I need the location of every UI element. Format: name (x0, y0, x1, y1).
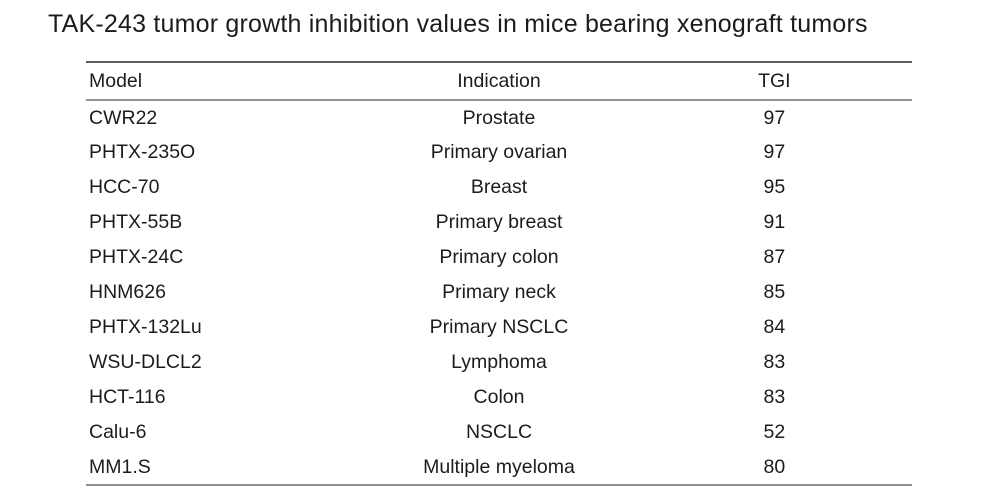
cell-tgi: 97 (763, 141, 786, 163)
cell-tgi: 97 (763, 106, 786, 129)
cell-indication: Primary breast (435, 211, 563, 233)
cell-model: PHTX-235O (89, 141, 196, 163)
cell-indication: Multiple myeloma (423, 455, 575, 478)
table-header: Model Indication TGI (86, 62, 912, 101)
cell-indication: Primary ovarian (430, 141, 568, 163)
column-header-tgi: TGI (636, 62, 912, 101)
column-header-model: Model (86, 62, 362, 101)
cell-tgi: 83 (763, 386, 786, 408)
cell-tgi: 80 (763, 455, 786, 478)
column-header-indication: Indication (361, 62, 637, 101)
table-row: WSU-DLCL2 Lymphoma 83 (86, 345, 912, 380)
cell-model: HCC-70 (89, 176, 160, 198)
cell-model: PHTX-55B (89, 211, 183, 233)
cell-tgi: 87 (763, 246, 786, 268)
cell-model: Calu-6 (89, 421, 147, 443)
table-row: MM1.S Multiple myeloma 80 (86, 450, 912, 485)
cell-tgi: 83 (763, 351, 786, 373)
cell-indication: NSCLC (465, 421, 533, 443)
table-row: HCC-70 Breast 95 (86, 170, 912, 205)
cell-tgi: 95 (763, 176, 786, 198)
cell-tgi: 52 (763, 421, 786, 443)
cell-tgi: 84 (763, 316, 786, 338)
cell-indication: Primary NSCLC (429, 316, 569, 338)
table-body: CWR22 Prostate 97 PHTX-235O Primary ovar… (86, 100, 912, 485)
cell-model: PHTX-132Lu (89, 316, 202, 338)
table-row: PHTX-24C Primary colon 87 (86, 240, 912, 275)
table-row: Calu-6 NSCLC 52 (86, 415, 912, 450)
cell-indication: Prostate (462, 106, 536, 129)
cell-tgi: 91 (763, 211, 786, 233)
cell-model: HNM626 (89, 281, 166, 303)
table-row: CWR22 Prostate 97 (86, 100, 912, 135)
cell-tgi: 85 (763, 281, 786, 303)
table-row: PHTX-235O Primary ovarian 97 (86, 135, 912, 170)
cell-model: PHTX-24C (89, 246, 184, 268)
table-row: PHTX-55B Primary breast 91 (86, 205, 912, 240)
cell-indication: Primary colon (439, 246, 559, 268)
table-row: HNM626 Primary neck 85 (86, 275, 912, 310)
header-row: Model Indication TGI (86, 62, 912, 101)
table-title: TAK-243 tumor growth inhibition values i… (48, 10, 868, 38)
cell-indication: Breast (470, 176, 528, 198)
cell-model: WSU-DLCL2 (89, 351, 202, 373)
cell-indication: Lymphoma (451, 351, 547, 373)
cell-model: HCT-116 (89, 386, 166, 408)
tgi-table: Model Indication TGI CWR22 Prostate 97 P… (86, 61, 912, 486)
cell-indication: Primary neck (442, 281, 556, 303)
table-row: HCT-116 Colon 83 (86, 380, 912, 415)
cell-indication: Colon (473, 386, 525, 408)
cell-model: MM1.S (89, 455, 151, 478)
cell-model: CWR22 (89, 106, 158, 129)
table-row: PHTX-132Lu Primary NSCLC 84 (86, 310, 912, 345)
